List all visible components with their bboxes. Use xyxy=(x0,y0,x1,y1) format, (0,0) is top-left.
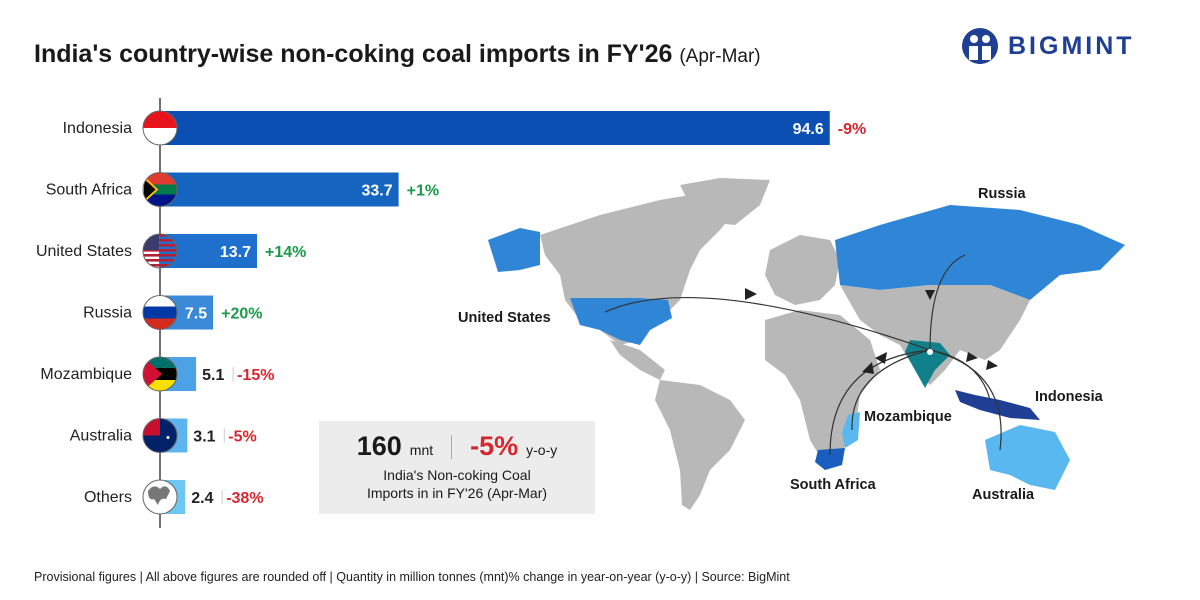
map-asia xyxy=(840,285,1030,385)
kpi-change: -5% xyxy=(470,431,519,461)
category-label: United States xyxy=(36,243,132,260)
map-europe xyxy=(765,235,840,305)
globe-icon xyxy=(142,479,178,515)
title-main: India's country-wise non-coking coal imp… xyxy=(34,40,673,68)
map-label-south-africa: South Africa xyxy=(790,477,877,493)
bar-row: Indonesia 94.6 -9% xyxy=(63,110,866,146)
chart-title: India's country-wise non-coking coal imp… xyxy=(34,40,761,69)
map-south-africa xyxy=(815,448,845,470)
category-label: Others xyxy=(84,489,132,506)
kpi-unit: mnt xyxy=(409,442,434,458)
bar xyxy=(160,111,830,145)
value-label: 7.5 xyxy=(185,306,207,323)
value-label: 5.1 xyxy=(202,367,224,384)
map-usa xyxy=(570,298,672,345)
map-mozambique xyxy=(842,412,860,448)
map-russia xyxy=(835,205,1125,300)
map-label-indonesia: Indonesia xyxy=(1035,389,1104,405)
total-kpi-card: 160 mnt -5% y-o-y India's Non-coking Coa… xyxy=(319,421,595,514)
bigmint-logo: BIGMINT xyxy=(960,26,1135,66)
trade-routes xyxy=(604,254,1002,456)
map-south-america xyxy=(655,380,745,510)
map-alaska xyxy=(488,228,540,272)
map-greenland xyxy=(680,178,770,225)
value-label: 94.6 xyxy=(793,121,824,138)
map-label-australia: Australia xyxy=(972,487,1035,503)
kpi-change-label: y-o-y xyxy=(526,442,558,458)
map-label-mozambique: Mozambique xyxy=(864,409,952,425)
world-map: Russia United States Mozambique Indonesi… xyxy=(458,178,1125,510)
mozambique-flag xyxy=(142,356,178,392)
value-label: 33.7 xyxy=(361,183,392,200)
bar-row: Australia 3.1 -5% xyxy=(70,418,257,453)
value-label: 3.1 xyxy=(193,429,215,446)
kpi-desc-1: India's Non-coking Coal xyxy=(383,467,531,483)
route-arrows xyxy=(745,288,998,374)
yoy-change-label: +20% xyxy=(221,306,262,323)
kpi-value: 160 xyxy=(356,431,402,461)
south-africa-flag xyxy=(142,172,178,207)
footer-note: Provisional figures | All above figures … xyxy=(34,570,790,584)
map-label-united-states: United States xyxy=(458,310,551,326)
bar-row: Mozambique 5.1 -15% xyxy=(40,356,274,392)
category-label: Mozambique xyxy=(40,366,132,383)
bar-row: Russia 7.5 +20% xyxy=(83,295,262,330)
category-label: Australia xyxy=(70,428,132,445)
india-marker xyxy=(927,349,933,355)
yoy-change-label: -38% xyxy=(226,490,263,507)
kpi-divider xyxy=(451,434,453,459)
russia-flag xyxy=(142,295,178,330)
map-label-russia: Russia xyxy=(978,186,1026,202)
map-africa xyxy=(765,310,880,465)
kpi-desc-2: Imports in in FY'26 (Apr-Mar) xyxy=(366,485,548,501)
bar-row: Others 2.4 -38% xyxy=(84,479,264,515)
title-sub: (Apr-Mar) xyxy=(679,46,761,67)
yoy-change-label: -9% xyxy=(838,121,866,138)
category-label: South Africa xyxy=(46,182,132,199)
logo-icon xyxy=(962,28,998,64)
category-label: Indonesia xyxy=(63,120,132,137)
logo-text: BIGMINT xyxy=(1008,31,1135,60)
value-label: 13.7 xyxy=(220,244,251,261)
category-label: Russia xyxy=(83,305,132,322)
yoy-change-label: -5% xyxy=(228,429,256,446)
map-central-america xyxy=(610,340,665,380)
bar-row: United States 13.7 +14% xyxy=(36,233,306,269)
yoy-change-label: -15% xyxy=(237,367,274,384)
yoy-change-label: +1% xyxy=(407,183,439,200)
yoy-change-label: +14% xyxy=(265,244,306,261)
australia-flag xyxy=(142,418,178,453)
indonesia-flag xyxy=(142,110,178,146)
bar xyxy=(160,172,399,207)
map-australia xyxy=(985,425,1070,490)
bar-row: South Africa 33.7 +1% xyxy=(46,172,439,207)
value-label: 2.4 xyxy=(191,490,213,507)
